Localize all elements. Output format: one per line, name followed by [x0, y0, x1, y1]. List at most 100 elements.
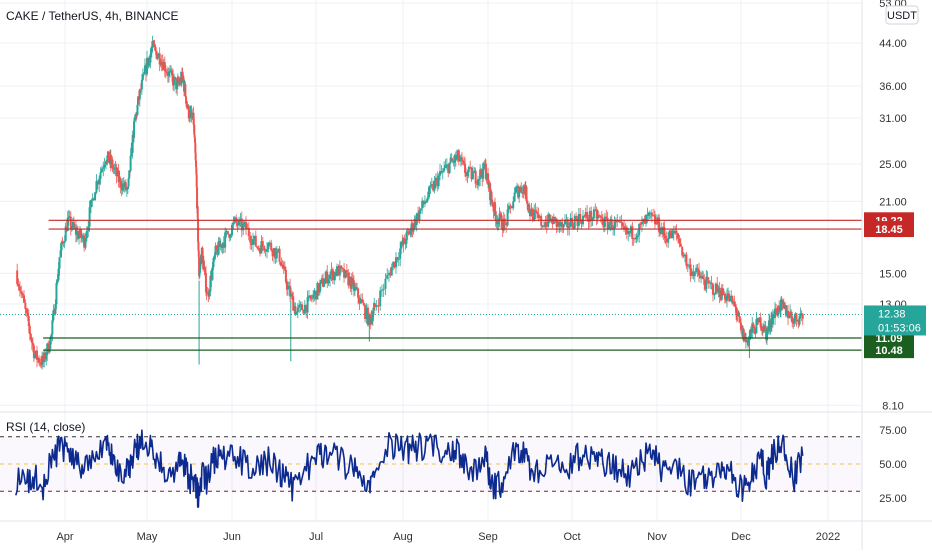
candle	[671, 228, 674, 239]
candle-body	[34, 350, 37, 356]
candle-body	[231, 224, 233, 236]
candle-body	[635, 237, 638, 240]
candle-body	[609, 219, 612, 225]
candle	[351, 271, 354, 286]
candle	[290, 287, 293, 300]
candle-body	[401, 242, 404, 246]
candle	[185, 96, 188, 108]
candle	[765, 325, 768, 345]
candle	[151, 35, 154, 53]
rsi-indicator-label[interactable]: RSI (14, close)	[6, 420, 85, 434]
candle	[284, 266, 287, 285]
candle-body	[681, 246, 684, 256]
candle-body	[576, 218, 579, 226]
candle	[596, 209, 599, 224]
candle-body	[37, 358, 40, 360]
candle	[606, 211, 609, 235]
candle	[254, 230, 257, 248]
candle-body	[318, 284, 321, 293]
candle-body	[474, 170, 477, 184]
candle-body	[603, 216, 606, 227]
rsi-pane[interactable]	[0, 429, 862, 508]
candle	[66, 211, 69, 232]
candle-body	[794, 313, 797, 319]
candle	[530, 203, 533, 217]
candle-body	[147, 58, 150, 67]
candle	[792, 317, 795, 330]
candle	[62, 240, 65, 248]
candle-body	[518, 191, 521, 198]
candle-body	[224, 232, 227, 248]
price-tick-label: 25.00	[879, 159, 907, 171]
candle	[413, 215, 416, 230]
candle-body	[800, 313, 803, 315]
candle	[702, 271, 705, 280]
candle	[337, 264, 340, 276]
candle-body	[298, 305, 301, 308]
candle	[665, 231, 668, 248]
candle-body	[137, 96, 140, 100]
candle	[210, 268, 213, 288]
candle-body	[121, 183, 124, 191]
candle-body	[177, 79, 180, 83]
candle-body	[797, 320, 800, 325]
candle-body	[557, 221, 559, 227]
candle	[688, 258, 691, 269]
candle-body	[459, 157, 462, 161]
candle-body	[233, 217, 236, 222]
candle-body	[30, 339, 33, 343]
candle	[621, 221, 624, 230]
candle-body	[334, 272, 337, 276]
candle	[84, 232, 87, 250]
candle	[628, 230, 631, 237]
candle-body	[770, 318, 773, 325]
candle	[34, 350, 37, 359]
candle-body	[146, 57, 148, 75]
candle	[377, 298, 380, 314]
candle-body	[650, 212, 653, 216]
candle-body	[418, 210, 421, 220]
candle-body	[555, 218, 558, 227]
candle-body	[733, 301, 736, 304]
candle-body	[68, 216, 71, 218]
candle-body	[126, 186, 129, 189]
horizontal-levels[interactable]	[0, 219, 862, 351]
rsi-axis[interactable]: 25.00 50.00 75.00	[879, 425, 907, 505]
candle-body	[390, 266, 393, 276]
candle	[33, 352, 36, 360]
candle-body	[425, 200, 428, 203]
currency-badge[interactable]: USDT	[885, 5, 919, 25]
candle-body	[263, 246, 266, 251]
candle	[310, 294, 313, 303]
candle	[662, 222, 665, 240]
candle	[692, 264, 695, 280]
candle	[447, 163, 450, 178]
candle	[115, 163, 118, 184]
candle-body	[273, 248, 275, 257]
candle	[31, 337, 34, 353]
candle-body	[699, 275, 702, 279]
candle-body	[494, 202, 496, 212]
candle-body	[498, 213, 501, 221]
rsi-line[interactable]	[15, 429, 804, 508]
candle-body	[406, 231, 409, 233]
candle-body	[201, 247, 204, 256]
candle	[733, 295, 736, 307]
candle	[629, 224, 632, 237]
candle	[338, 260, 341, 281]
candle	[443, 161, 446, 173]
candle	[706, 271, 709, 285]
candle	[458, 155, 461, 162]
candle-body	[432, 184, 435, 191]
candle-body	[530, 208, 533, 217]
candle-body	[775, 308, 778, 313]
candle-body	[408, 231, 411, 235]
candle	[520, 182, 523, 193]
candle	[373, 302, 376, 311]
candle-body	[714, 283, 717, 295]
time-axis[interactable]: Apr May Jun Jul Aug Sep Oct Nov Dec 2022	[56, 531, 840, 543]
candle-body	[113, 168, 116, 170]
candle-body	[33, 355, 36, 358]
candle-body	[163, 62, 166, 72]
candle	[796, 319, 799, 322]
